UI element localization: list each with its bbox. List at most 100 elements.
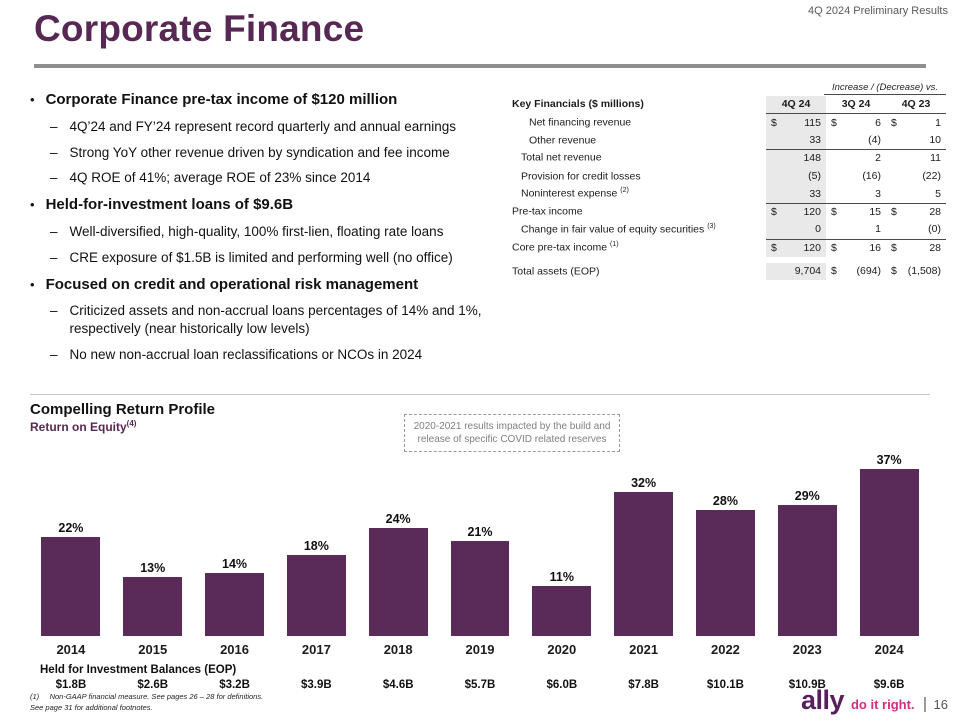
year-label: 2015 (138, 642, 168, 657)
bar (368, 528, 428, 636)
bar (286, 555, 346, 636)
table-row: Total assets (EOP) 9,704 $ (694) $ (1,508) (512, 262, 946, 281)
bar-value-label: 22% (58, 521, 84, 535)
column-header-4q24: 4Q 24 (766, 96, 826, 115)
table-row: Noninterest expense (2) 33 3 5 (512, 185, 946, 203)
bullet-section: Corporate Finance pre-tax income of $120… (30, 91, 508, 187)
ally-logo: ally (800, 685, 845, 715)
bullet-item: No new non-accrual loan reclassification… (50, 346, 508, 364)
bullet-item: 4Q’24 and FY’24 represent record quarter… (50, 118, 508, 136)
table-row: Net financing revenue $115 $6 $1 (512, 114, 946, 132)
table-row: Total net revenue 148 2 11 (512, 149, 946, 168)
year-label: 2019 (465, 642, 495, 657)
table-header-row: Key Financials ($ millions) 4Q 24 3Q 24 … (512, 96, 946, 115)
cell-4q24: $120 (766, 202, 826, 221)
cell-3q24: (4) (868, 134, 881, 147)
footnotes: (1) Non-GAAP financial measure. See page… (30, 692, 263, 714)
bar-2018: 24% (357, 512, 439, 636)
bar-value-label: 11% (549, 570, 574, 584)
balance-value: $7.8B (628, 679, 659, 691)
content-row: Corporate Finance pre-tax income of $120… (30, 82, 946, 372)
row-label: Noninterest expense (2) (521, 187, 629, 200)
year-label: 2021 (629, 642, 659, 657)
year-label: 2020 (547, 642, 577, 657)
bar-2015: 13% (112, 561, 194, 636)
bullet-item: Strong YoY other revenue driven by syndi… (50, 144, 508, 162)
cell-4q23: 10 (929, 134, 941, 147)
bar-2017: 18% (275, 539, 357, 636)
bullet-heading: Focused on credit and operational risk m… (30, 276, 508, 295)
row-label: Total assets (EOP) (512, 265, 600, 278)
cell-4q23: $ (1,508) (891, 265, 941, 278)
row-label: Other revenue (529, 134, 597, 147)
balance-value: $9.6B (873, 679, 905, 691)
row-label: Core pre-tax income (1) (512, 240, 619, 254)
bar-value-label: 24% (385, 512, 411, 526)
cell-4q24: 148 (766, 149, 826, 168)
year-label: 2017 (301, 642, 331, 657)
cell-4q23: (0) (928, 223, 941, 236)
x-axis-labels: 2014 2015 2016 2017 2018 2019 2020 2021 … (30, 642, 930, 657)
cell-4q23: (22) (922, 170, 941, 182)
cell-3q24: 3 (875, 187, 881, 200)
table-row: Pre-tax income $120 $15 $28 (512, 202, 946, 221)
increase-decrease-label: Increase / (Decrease) vs. (824, 82, 946, 95)
cell-4q24: 0 (766, 220, 826, 239)
bar (859, 469, 919, 636)
cell-4q23: $28 (886, 238, 946, 257)
row-label: Net financing revenue (529, 116, 632, 129)
bar (205, 573, 264, 636)
balance-value: $2.6B (137, 679, 169, 691)
cell-4q24: $120 (766, 238, 826, 257)
cell-4q24: 9,704 (766, 262, 826, 281)
bar-value-label: 32% (631, 476, 657, 490)
bar (695, 510, 755, 636)
bar-2021: 32% (603, 476, 685, 636)
footnote-2: See page 31 for additional footnotes. (30, 703, 153, 713)
bar (614, 492, 674, 636)
bullet-list: Corporate Finance pre-tax income of $120… (30, 82, 508, 372)
page-title: Corporate Finance (34, 8, 365, 49)
bar-value-label: 18% (303, 539, 329, 553)
cell-4q24: (5) (766, 167, 826, 186)
cell-3q24: (16) (862, 170, 881, 182)
balances-label: Held for Investment Balances (EOP) (40, 664, 237, 676)
balance-value: $10.1B (706, 679, 744, 691)
balance-value: $1.8B (55, 679, 87, 691)
bar-value-label: 28% (712, 494, 738, 508)
year-label: 2023 (792, 642, 822, 657)
year-label: 2014 (56, 642, 86, 657)
row-label: Provision for credit losses (521, 170, 641, 182)
cell-4q23: 11 (886, 149, 946, 167)
year-label: 2016 (220, 642, 249, 657)
row-label: Total net revenue (521, 151, 602, 164)
increase-decrease-label-row: Increase / (Decrease) vs. (512, 82, 946, 95)
row-label: Pre-tax income (512, 205, 583, 218)
row-label: Change in fair value of equity securitie… (521, 222, 716, 236)
cell-3q24: $6 (831, 116, 881, 129)
year-label: 2022 (710, 642, 740, 657)
bar-2016: 14% (194, 557, 276, 636)
bar (123, 577, 183, 636)
bar-2023: 29% (766, 489, 848, 636)
balance-value: $3.9B (301, 679, 332, 691)
balance-value: $3.2B (219, 679, 250, 691)
cell-4q24: 33 (766, 185, 826, 203)
page-number: 16 (923, 697, 948, 712)
cell-4q23: $1 (891, 116, 941, 129)
bar-2022: 28% (685, 494, 767, 636)
balance-value: $10.9B (788, 679, 826, 691)
bullet-item: Criticized assets and non-accrual loans … (50, 302, 508, 338)
table-row: Other revenue 33 (4) 10 (512, 131, 946, 150)
bullet-section: Held-for-investment loans of $9.6B Well-… (30, 196, 508, 266)
deck-subtitle: 4Q 2024 Preliminary Results (807, 5, 948, 17)
bullet-item: CRE exposure of $1.5B is limited and per… (50, 249, 508, 267)
bar (41, 537, 101, 636)
cell-4q23: $28 (886, 202, 946, 221)
table-row: Core pre-tax income (1) $120 $16 $28 (512, 238, 946, 257)
table-row: Change in fair value of equity securitie… (512, 220, 946, 239)
bar-value-label: 29% (794, 489, 820, 503)
cell-3q24: 2 (826, 149, 886, 167)
bar-2019: 21% (439, 525, 521, 636)
